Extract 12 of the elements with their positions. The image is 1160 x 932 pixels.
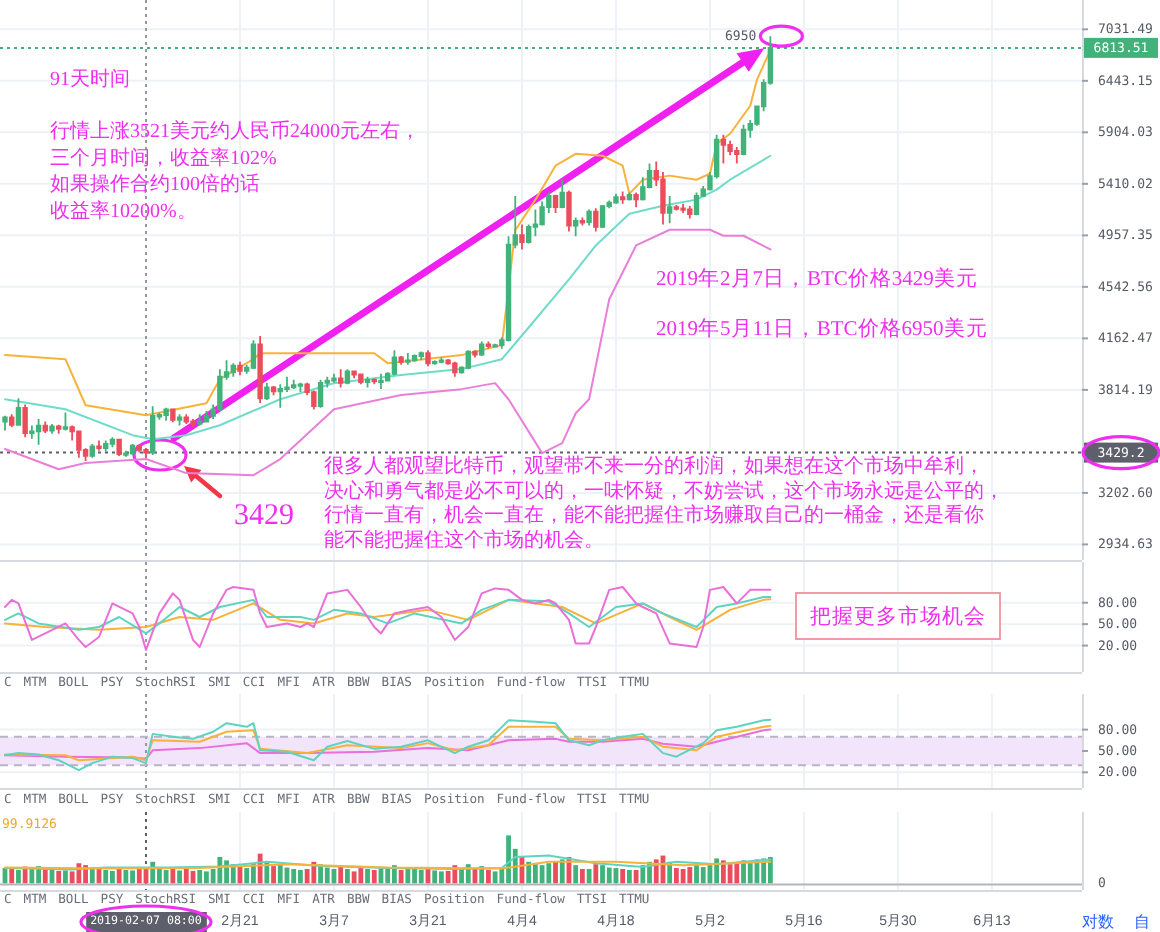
annotation: 很多人都观望比特币，观望带不来一分的利润，如果想在这个市场中牟利，决心和勇气都是必不可以的，一味怀疑，不妨尝试，这个市场永远是公平的，行情一直有，机会一直在，能不能把握住市场赚取自己的一桶金，还是看你能不能把握住这个市场的机会。	[324, 453, 1004, 551]
annotation: 91天时间	[50, 67, 130, 91]
text: 对数	[1082, 913, 1114, 931]
annotation: 三个月时间，收益率102%	[50, 145, 277, 170]
annotation: 如果操作合约100倍的话	[50, 172, 260, 197]
annotation: 把握更多市场机会	[810, 603, 986, 629]
text: 自	[1134, 913, 1150, 931]
annotation: 3429	[234, 500, 294, 532]
annotation: 2019年5月11日，BTC价格6950美元	[656, 315, 988, 341]
annotation: 收益率10200%。	[50, 199, 197, 223]
annotation: 行情上涨3521美元约人民币24000元左右，	[50, 119, 420, 143]
annotation: 2019年2月7日，BTC价格3429美元	[656, 265, 978, 291]
